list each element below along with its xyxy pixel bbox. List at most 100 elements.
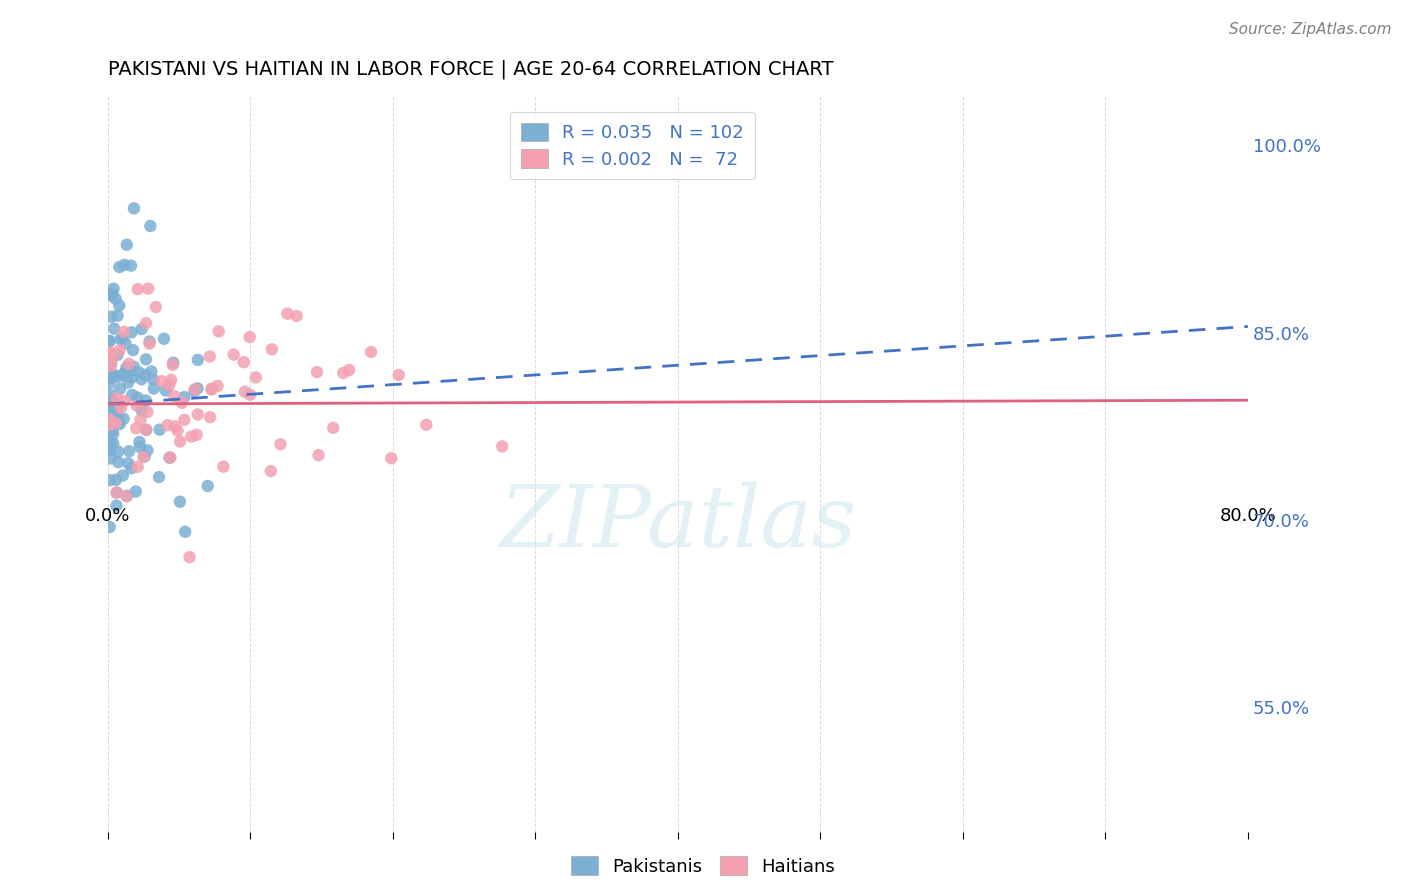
Point [107, 348, 129, 362]
Point [337, 363, 360, 377]
Point [110, 332, 132, 346]
Point [107, 309, 129, 323]
Point [115, 369, 138, 384]
Point [121, 326, 143, 340]
Point [108, 260, 131, 274]
Point [198, 350, 221, 364]
Point [104, 416, 127, 430]
Point [142, 373, 165, 387]
Point [135, 393, 157, 408]
Text: ZIPatlas: ZIPatlas [499, 482, 856, 565]
Point [111, 368, 134, 382]
Text: Source: ZipAtlas.com: Source: ZipAtlas.com [1229, 22, 1392, 37]
Point [118, 357, 141, 371]
Point [138, 336, 160, 351]
Point [212, 459, 235, 474]
Point [121, 388, 143, 402]
Point [135, 316, 157, 330]
Point [136, 405, 159, 419]
Point [160, 373, 183, 387]
Point [232, 355, 254, 369]
Point [207, 379, 229, 393]
Point [276, 307, 298, 321]
Point [125, 421, 148, 435]
Point [98, 376, 121, 391]
Point [380, 451, 402, 466]
Point [121, 370, 143, 384]
Point [103, 399, 125, 413]
Point [148, 423, 170, 437]
Point [222, 348, 245, 362]
Point [260, 464, 283, 478]
Point [129, 412, 152, 426]
Point [159, 450, 181, 465]
Point [105, 415, 128, 429]
Point [127, 459, 149, 474]
Point [197, 479, 219, 493]
Point [98, 387, 121, 401]
Point [388, 368, 411, 382]
Point [98, 520, 121, 534]
Point [100, 310, 122, 324]
Point [110, 401, 132, 415]
Point [98, 442, 121, 456]
Point [100, 356, 122, 370]
Point [112, 258, 135, 272]
Point [153, 332, 176, 346]
Point [98, 412, 121, 426]
Point [103, 410, 125, 425]
Point [132, 450, 155, 464]
Point [98, 437, 121, 451]
Point [180, 430, 202, 444]
Point [114, 393, 136, 408]
Point [105, 485, 128, 500]
Point [101, 370, 124, 384]
Point [173, 413, 195, 427]
Point [115, 360, 138, 375]
Point [98, 443, 121, 458]
Point [155, 384, 177, 398]
Point [98, 406, 121, 420]
Point [122, 343, 145, 358]
Point [129, 440, 152, 454]
Point [125, 484, 148, 499]
Point [114, 336, 136, 351]
Point [122, 202, 145, 216]
Point [115, 237, 138, 252]
Legend: Pakistanis, Haitians: Pakistanis, Haitians [564, 849, 842, 883]
Point [100, 417, 122, 432]
Point [105, 370, 128, 384]
Point [127, 391, 149, 405]
Point [98, 334, 121, 348]
Point [186, 427, 208, 442]
Point [122, 359, 145, 374]
Point [120, 461, 142, 475]
Point [201, 382, 224, 396]
Point [135, 352, 157, 367]
Point [101, 424, 124, 438]
Text: 0.0%: 0.0% [86, 507, 131, 524]
Point [120, 259, 142, 273]
Point [139, 219, 162, 233]
Legend: R = 0.035   N = 102, R = 0.002   N =  72: R = 0.035 N = 102, R = 0.002 N = 72 [510, 112, 755, 179]
Point [187, 353, 209, 368]
Point [101, 286, 124, 301]
Point [120, 364, 142, 378]
Point [108, 343, 131, 358]
Point [163, 389, 186, 403]
Point [138, 334, 160, 349]
Point [233, 384, 256, 399]
Point [131, 322, 153, 336]
Point [134, 450, 156, 464]
Point [117, 456, 139, 470]
Point [101, 436, 124, 450]
Point [360, 345, 382, 359]
Point [142, 382, 165, 396]
Point [105, 401, 128, 416]
Point [183, 382, 205, 396]
Point [179, 550, 201, 565]
Point [239, 330, 262, 344]
Point [136, 282, 159, 296]
Point [169, 434, 191, 449]
Point [198, 410, 221, 425]
